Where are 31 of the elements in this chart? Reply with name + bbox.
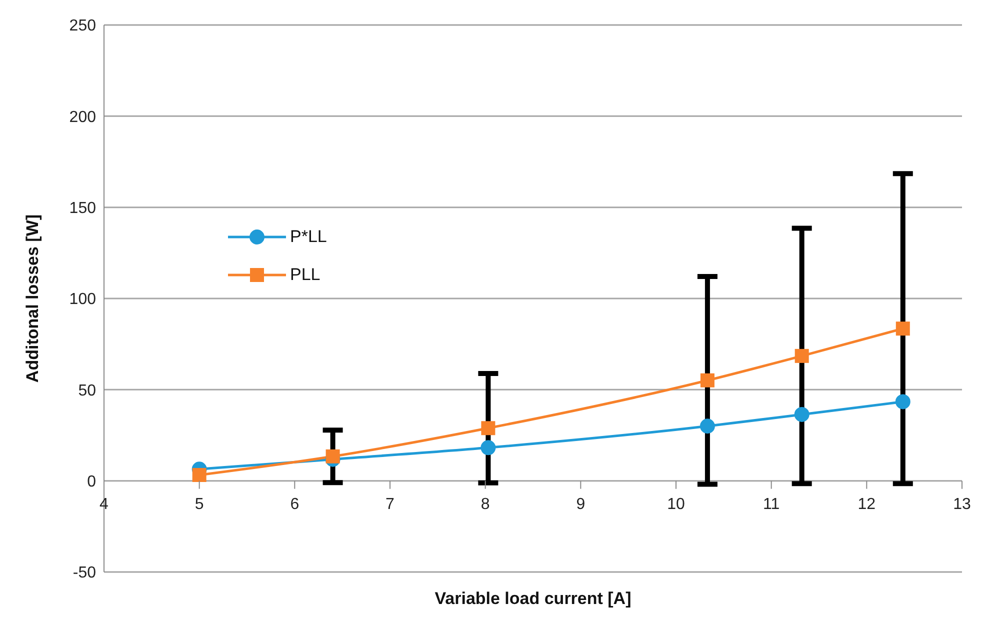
x-tick-label: 10: [667, 496, 685, 513]
x-tick-label: 4: [100, 496, 109, 513]
y-tick-label: 250: [69, 18, 96, 35]
x-tick-label: 8: [480, 496, 490, 513]
point: [192, 468, 206, 482]
y-axis-title: Additonal losses [W]: [23, 214, 42, 383]
x-tick-label: 13: [953, 496, 971, 513]
point: [700, 373, 714, 388]
point: [326, 449, 340, 464]
point: [481, 421, 496, 436]
x-tick-label: 5: [194, 496, 204, 513]
x-tick-label: 9: [576, 496, 586, 513]
point: [895, 394, 910, 410]
y-tick-label: 0: [87, 474, 96, 491]
x-tick-label: 6: [290, 496, 300, 513]
y-tick-label: 50: [78, 382, 96, 400]
x-tick-label: 7: [386, 496, 395, 513]
x-tick-label: 11: [763, 496, 780, 513]
point: [794, 348, 809, 363]
x-axis-title: Variable load current [A]: [434, 589, 632, 608]
y-tick-label: 150: [69, 200, 96, 218]
legend-label: P*LL: [290, 227, 327, 247]
point: [896, 322, 910, 336]
legend-label: PLL: [290, 265, 320, 285]
y-tick-label: 200: [69, 108, 96, 126]
x-tick-label: 12: [858, 496, 876, 513]
point: [700, 418, 715, 434]
point: [480, 440, 496, 456]
y-tick-label: -50: [72, 564, 96, 582]
y-tick-label: 100: [69, 291, 96, 308]
point: [794, 406, 810, 422]
